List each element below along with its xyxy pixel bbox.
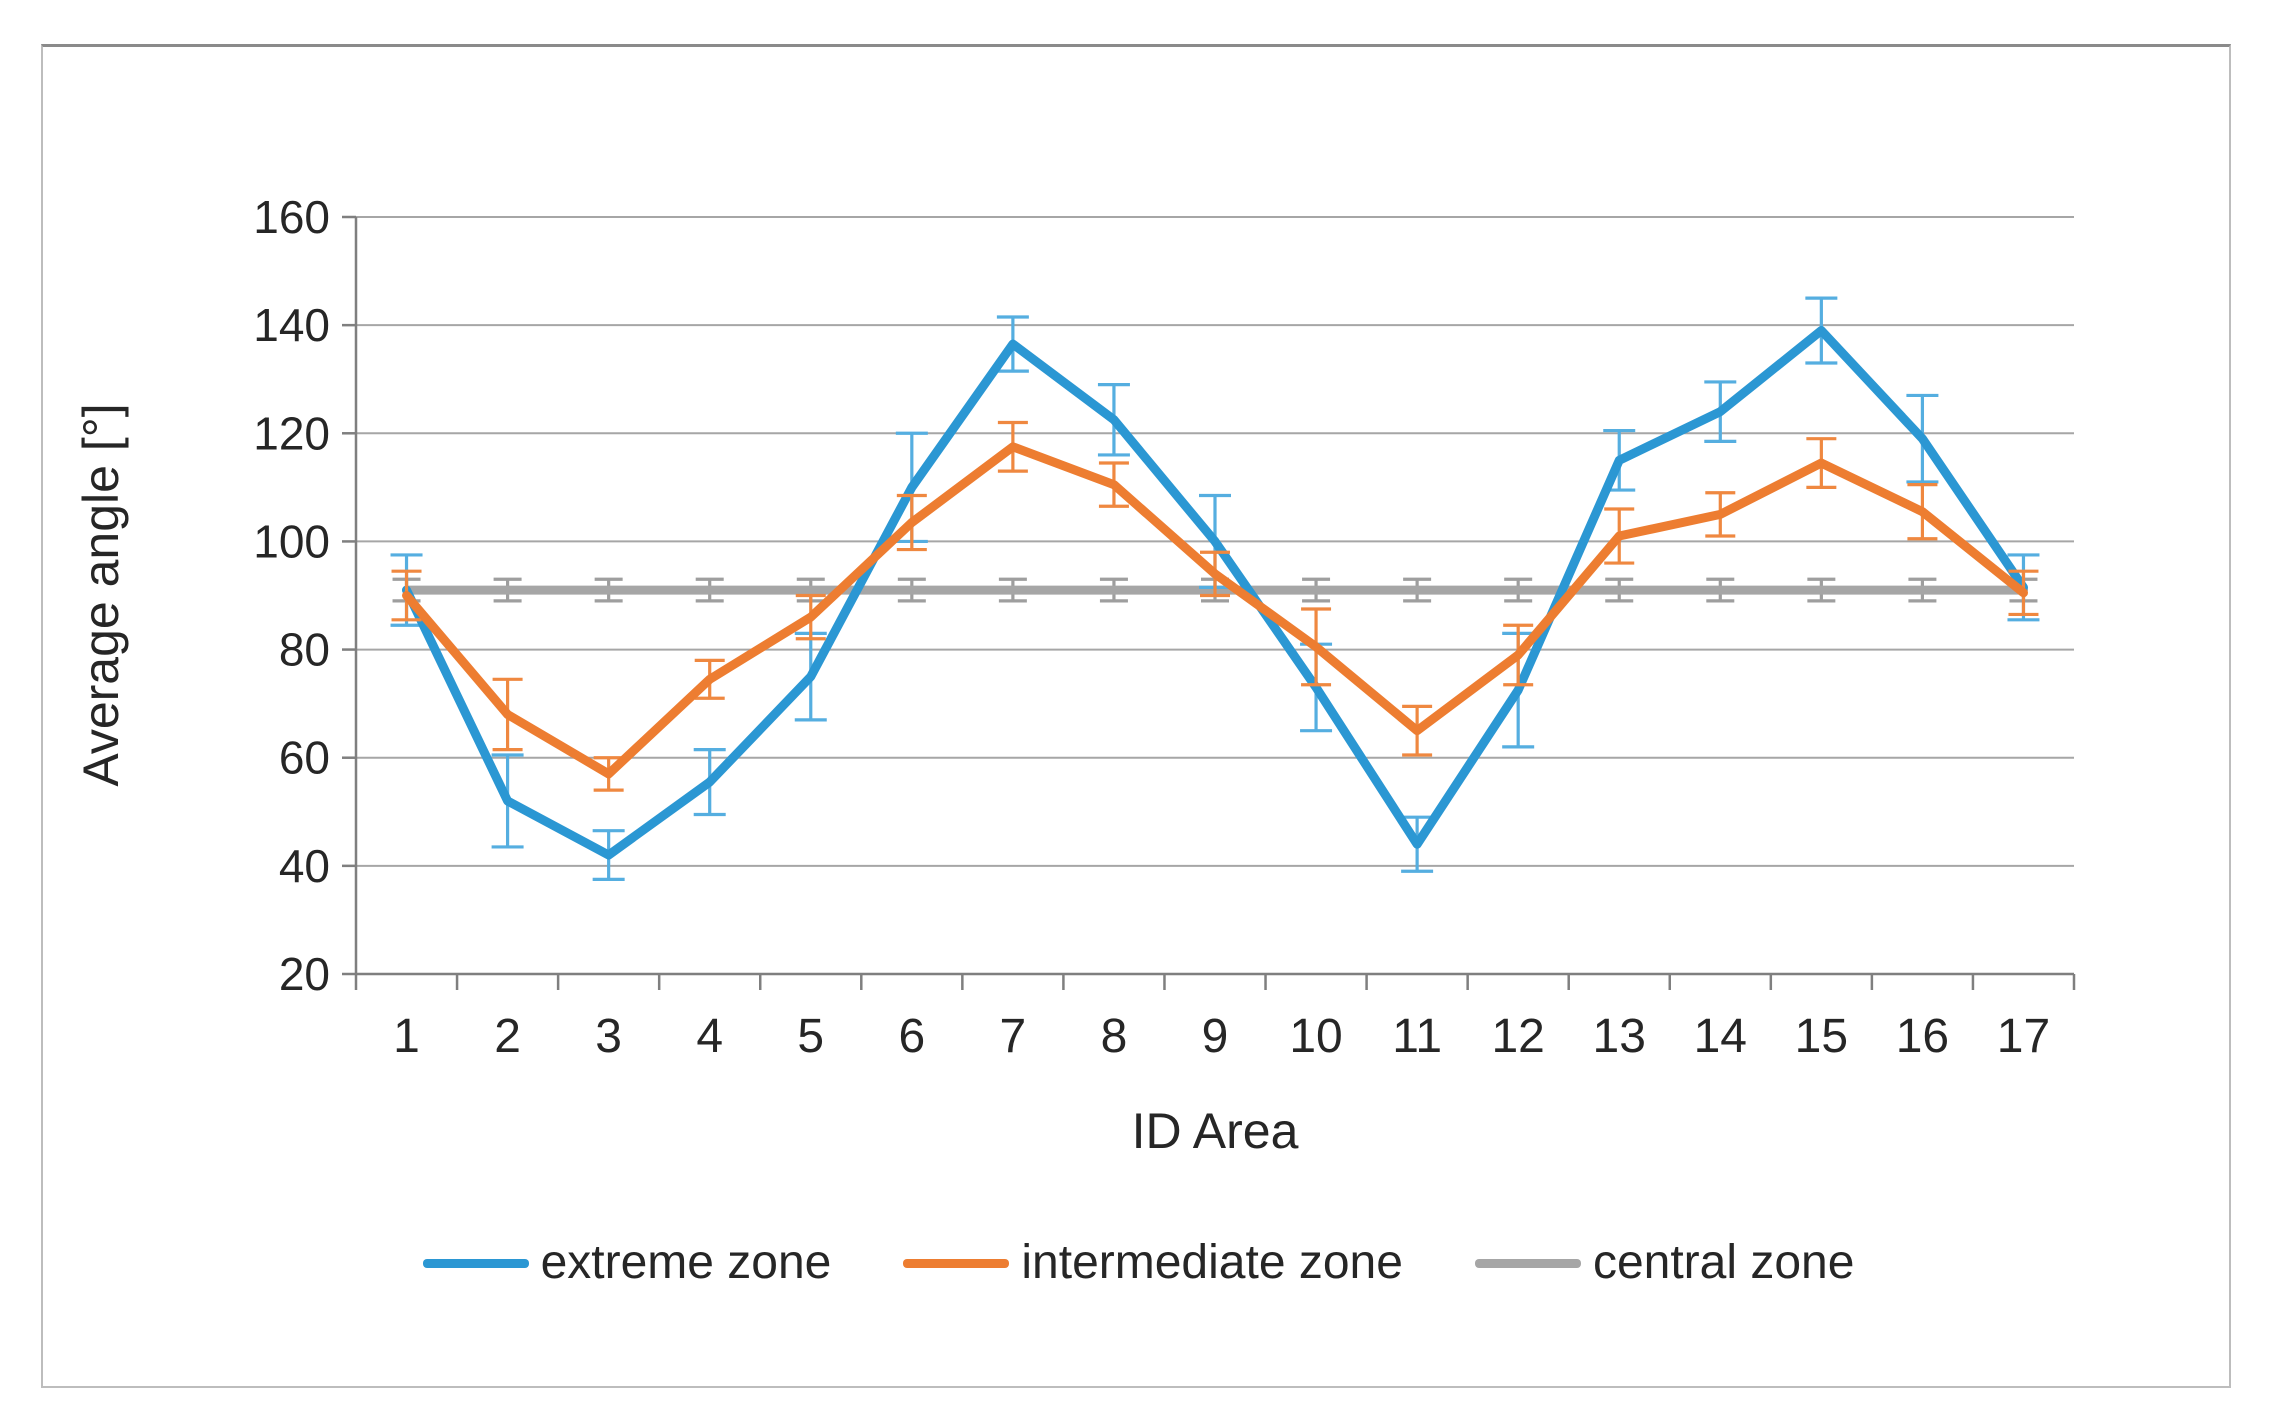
y-tick-label: 40 [279, 840, 330, 892]
y-tick-label: 80 [279, 624, 330, 676]
y-tick-label: 20 [279, 948, 330, 1000]
x-tick-label: 12 [1491, 1010, 1544, 1063]
y-tick-label: 140 [253, 299, 330, 351]
series-line-intermediate-zone [402, 442, 2028, 779]
x-tick-label: 3 [595, 1010, 622, 1063]
x-axis-title: ID Area [1132, 1103, 1299, 1159]
x-tick-label: 10 [1289, 1010, 1342, 1063]
x-tick-label: 1 [393, 1010, 420, 1063]
x-tick-label: 16 [1896, 1010, 1949, 1063]
x-tick-label: 15 [1795, 1010, 1848, 1063]
x-tick-label: 5 [797, 1010, 824, 1063]
legend-swatch-central-zone [1474, 1258, 1581, 1268]
legend-label: extreme zone [540, 1236, 832, 1289]
y-tick-label: 120 [253, 407, 330, 459]
x-tick-label: 6 [898, 1010, 925, 1063]
legend-swatch-intermediate-zone [903, 1258, 1010, 1268]
legend: extreme zone intermediate zone central zon… [0, 1228, 2277, 1298]
x-tick-label: 13 [1593, 1010, 1646, 1063]
x-tick-label: 17 [1997, 1010, 2050, 1063]
x-tick-label: 9 [1202, 1010, 1229, 1063]
series-line-extreme-zone [402, 326, 2028, 860]
x-tick-label: 7 [1000, 1010, 1027, 1063]
figure-panel [41, 44, 2231, 1388]
legend-item-central-zone: central zone [1474, 1236, 1855, 1289]
x-tick-label: 11 [1392, 1010, 1442, 1063]
x-tick-label: 14 [1694, 1010, 1747, 1063]
legend-item-extreme-zone: extreme zone [422, 1236, 832, 1289]
legend-label: central zone [1592, 1236, 1855, 1289]
x-tick-label: 8 [1101, 1010, 1128, 1063]
y-tick-label: 160 [253, 191, 330, 243]
x-tick-label: 4 [696, 1010, 723, 1063]
legend-item-intermediate-zone: intermediate zone [903, 1239, 1403, 1287]
x-tick-label: 2 [494, 1010, 521, 1063]
legend-label: intermediate zone [1021, 1236, 1403, 1289]
legend-swatch-extreme-zone [422, 1258, 529, 1268]
y-axis-title: Average angle [°] [73, 403, 129, 786]
y-tick-label: 100 [253, 515, 330, 567]
y-tick-label: 60 [279, 732, 330, 784]
